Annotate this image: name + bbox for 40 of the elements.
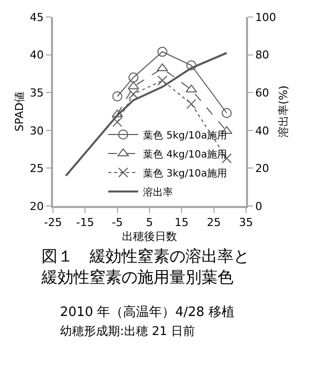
x-tick-label: -5 — [112, 216, 123, 230]
text: 図１ 緩効性窒素の溶出率と緩効性窒素の施用量別葉色 — [40, 246, 250, 286]
legend-label: 葉色 5kg/10a施用 — [143, 129, 228, 142]
x-tick-label: -25 — [44, 216, 62, 230]
x-tick-label: -15 — [76, 216, 94, 230]
y2-axis-title: 溶出率(%) — [276, 85, 290, 138]
x-tick-label: 15 — [174, 216, 189, 230]
y2-tick-label: 80 — [255, 48, 270, 62]
point — [186, 60, 196, 70]
y2-tick-label: 100 — [255, 10, 276, 24]
x-axis-title: 出穂後日数 — [122, 230, 177, 243]
y-tick-label: 25 — [30, 162, 44, 176]
y2-tick-label: 0 — [255, 200, 262, 213]
line-series — [64, 52, 228, 177]
text: 幼穂形成期:出穂 21 日前 — [60, 324, 195, 338]
y-tick-label: 45 — [30, 10, 44, 24]
legend-label: 葉色 3kg/10a施用 — [143, 167, 228, 180]
point — [112, 117, 122, 128]
x-tick-label: 35 — [239, 216, 253, 230]
y-tick-label: 30 — [30, 124, 44, 138]
text: 2010 年（高温年）4/28 移植 — [60, 304, 235, 320]
y2-tick-label: 40 — [255, 124, 270, 138]
point — [128, 72, 138, 82]
y-axis-title: SPAD値 — [12, 92, 26, 132]
y-tick-label: 40 — [30, 48, 44, 62]
point — [156, 63, 168, 72]
x-tick-label: 25 — [206, 216, 221, 230]
y-tick-label: 35 — [30, 86, 44, 100]
point — [157, 76, 168, 86]
y2-tick-label: 20 — [255, 162, 270, 176]
point — [112, 91, 122, 102]
point — [157, 46, 168, 57]
point — [186, 98, 196, 109]
x-tick-label: 5 — [146, 216, 153, 230]
point — [222, 108, 232, 118]
legend-label: 溶出率 — [143, 186, 174, 198]
y2-tick-label: 60 — [255, 86, 270, 100]
y-tick-label: 20 — [30, 200, 44, 213]
point — [128, 89, 138, 100]
legend-label: 葉色 4kg/10a施用 — [143, 148, 228, 160]
